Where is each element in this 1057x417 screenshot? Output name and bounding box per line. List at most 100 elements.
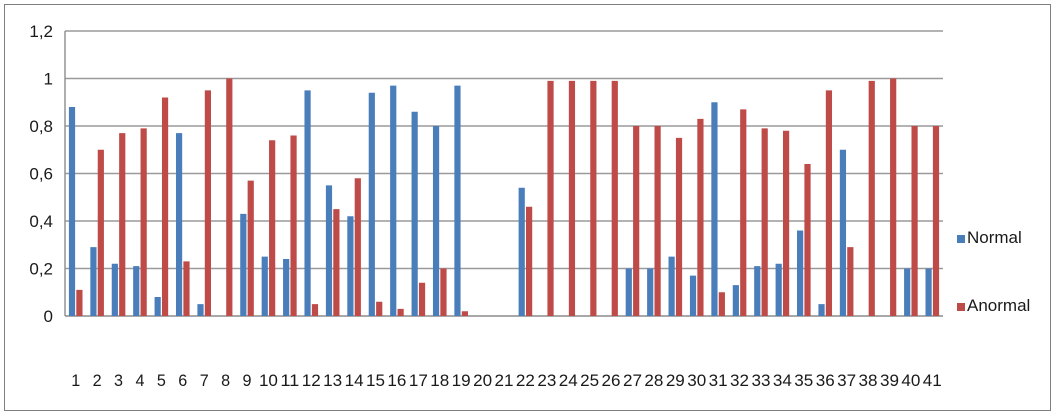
bar-normal bbox=[240, 213, 247, 316]
bar-anormal bbox=[418, 282, 426, 316]
legend-label: Anormal bbox=[967, 296, 1030, 315]
bar-anormal bbox=[526, 206, 533, 316]
bar-normal bbox=[818, 304, 825, 316]
x-tick-label: 25 bbox=[580, 371, 599, 390]
bar-normal bbox=[133, 266, 140, 316]
bars bbox=[68, 78, 940, 316]
legend-swatch bbox=[957, 303, 965, 311]
x-tick-label: 26 bbox=[602, 371, 621, 390]
bar-anormal bbox=[740, 109, 747, 316]
bar-normal bbox=[261, 256, 268, 316]
bar-normal bbox=[111, 263, 118, 316]
bar-anormal bbox=[825, 90, 833, 316]
bar-normal bbox=[647, 268, 654, 316]
gridlines bbox=[64, 30, 943, 317]
bar-anormal bbox=[290, 135, 297, 316]
bar-anormal bbox=[911, 126, 918, 316]
y-tick-label: 1 bbox=[44, 70, 53, 89]
x-tick-label: 27 bbox=[623, 371, 642, 390]
bar-normal bbox=[175, 133, 183, 316]
bar-normal bbox=[689, 275, 697, 316]
bar-anormal bbox=[761, 128, 768, 316]
bar-anormal bbox=[161, 97, 169, 316]
x-tick-label: 11 bbox=[280, 371, 299, 390]
bar-normal bbox=[518, 187, 525, 316]
x-tick-label: 30 bbox=[687, 371, 706, 390]
bar-normal bbox=[432, 126, 440, 316]
bar-anormal bbox=[697, 118, 704, 316]
x-tick-label: 8 bbox=[221, 371, 230, 390]
bar-chart: 00,20,40,60,811,2 1 2 3 4 5 6 7 8 9 10 11 12 13 14 15 1… bbox=[29, 22, 1030, 390]
bar-anormal bbox=[568, 80, 576, 316]
x-tick-label: 16 bbox=[387, 371, 406, 390]
x-tick-label: 39 bbox=[880, 371, 899, 390]
bar-normal bbox=[283, 259, 290, 316]
bar-normal bbox=[732, 285, 739, 316]
x-tick-label: 6 bbox=[178, 371, 187, 390]
bar-anormal bbox=[183, 261, 190, 316]
x-tick-label: 10 bbox=[259, 371, 278, 390]
bar-normal bbox=[711, 102, 718, 316]
y-tick-label: 0,2 bbox=[29, 260, 53, 279]
bar-normal bbox=[668, 256, 675, 316]
bar-normal bbox=[347, 216, 354, 316]
y-tick-label: 0 bbox=[44, 307, 53, 326]
x-tick-label: 17 bbox=[409, 371, 428, 390]
x-tick-label: 13 bbox=[323, 371, 342, 390]
bar-normal bbox=[68, 107, 76, 316]
bar-normal bbox=[754, 266, 761, 316]
bar-anormal bbox=[140, 128, 147, 316]
bar-normal bbox=[454, 85, 461, 316]
bar-normal bbox=[90, 247, 97, 316]
bar-normal bbox=[925, 268, 932, 316]
bar-anormal bbox=[932, 126, 940, 316]
legend-label: Normal bbox=[967, 228, 1022, 247]
x-tick-label: 4 bbox=[135, 371, 144, 390]
x-tick-label: 9 bbox=[243, 371, 252, 390]
bar-normal bbox=[625, 268, 632, 316]
bar-anormal bbox=[354, 178, 361, 316]
bar-normal bbox=[325, 185, 333, 316]
bar-anormal bbox=[97, 149, 104, 316]
bar-normal bbox=[197, 304, 204, 316]
bar-anormal bbox=[718, 292, 725, 316]
x-tick-label: 33 bbox=[751, 371, 770, 390]
bar-anormal bbox=[204, 90, 211, 316]
x-tick-label: 20 bbox=[473, 371, 492, 390]
bar-normal bbox=[839, 149, 847, 316]
bar-anormal bbox=[633, 126, 640, 316]
x-tick-label: 23 bbox=[537, 371, 556, 390]
x-tick-label: 18 bbox=[430, 371, 449, 390]
bar-anormal bbox=[675, 137, 683, 316]
x-tick-label: 24 bbox=[559, 371, 578, 390]
y-tick-label: 0,4 bbox=[29, 212, 53, 231]
bar-anormal bbox=[461, 311, 468, 316]
x-tick-label: 34 bbox=[773, 371, 792, 390]
x-tick-label: 40 bbox=[901, 371, 920, 390]
bar-normal bbox=[154, 297, 161, 316]
x-tick-label: 38 bbox=[859, 371, 878, 390]
bar-anormal bbox=[226, 78, 233, 316]
x-tick-label: 5 bbox=[157, 371, 166, 390]
legend: Normal Anormal bbox=[957, 228, 1030, 315]
y-tick-label: 0,6 bbox=[29, 165, 53, 184]
bar-anormal bbox=[804, 164, 811, 316]
bar-anormal bbox=[376, 301, 383, 316]
y-tick-label: 1,2 bbox=[29, 22, 53, 41]
bar-normal bbox=[368, 92, 375, 316]
bar-anormal bbox=[590, 80, 597, 316]
x-tick-label: 19 bbox=[452, 371, 471, 390]
bar-anormal bbox=[76, 289, 83, 316]
y-tick-label: 0,8 bbox=[29, 117, 53, 136]
x-tick-label: 28 bbox=[644, 371, 663, 390]
chart-frame: 0 0,2 0,4 0,6 0,8 1 1,2 1 2 3 4 5 6 7 8 9 10 11 12 13 14 15 1… bbox=[4, 4, 1051, 411]
bar-normal bbox=[390, 85, 397, 316]
x-tick-label: 36 bbox=[816, 371, 835, 390]
x-tick-label: 3 bbox=[114, 371, 123, 390]
x-tick-label: 31 bbox=[709, 371, 728, 390]
bar-anormal bbox=[890, 78, 897, 316]
bar-anormal bbox=[547, 80, 554, 316]
x-tick-label: 29 bbox=[666, 371, 685, 390]
bar-anormal bbox=[868, 80, 875, 316]
bar-anormal bbox=[333, 209, 340, 316]
